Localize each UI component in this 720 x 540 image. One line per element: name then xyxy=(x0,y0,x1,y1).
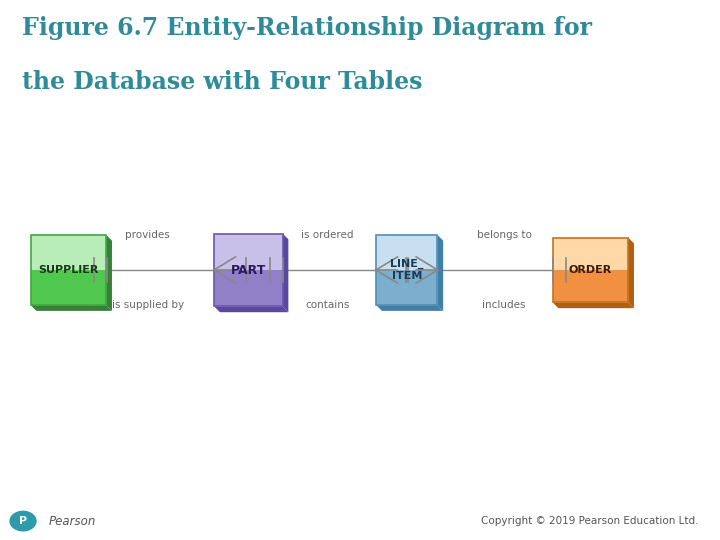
Text: belongs to: belongs to xyxy=(477,230,531,240)
Polygon shape xyxy=(30,305,112,311)
Polygon shape xyxy=(376,305,443,311)
Circle shape xyxy=(10,511,36,531)
Text: is ordered: is ordered xyxy=(302,230,354,240)
Text: ORDER: ORDER xyxy=(569,265,612,275)
Text: provides: provides xyxy=(125,230,170,240)
FancyBboxPatch shape xyxy=(215,233,282,270)
Text: the Database with Four Tables: the Database with Four Tables xyxy=(22,70,422,94)
FancyBboxPatch shape xyxy=(376,270,438,305)
Text: is supplied by: is supplied by xyxy=(112,300,184,310)
FancyBboxPatch shape xyxy=(553,238,628,270)
Text: P: P xyxy=(19,516,27,526)
Text: Copyright © 2019 Pearson Education Ltd.: Copyright © 2019 Pearson Education Ltd. xyxy=(481,516,698,526)
Text: PART: PART xyxy=(230,264,266,276)
Text: LINE_
ITEM: LINE_ ITEM xyxy=(390,259,423,281)
Text: SUPPLIER: SUPPLIER xyxy=(38,265,99,275)
FancyBboxPatch shape xyxy=(30,270,107,305)
Polygon shape xyxy=(215,306,288,312)
Text: contains: contains xyxy=(305,300,350,310)
Polygon shape xyxy=(628,238,634,308)
FancyBboxPatch shape xyxy=(553,270,628,302)
Polygon shape xyxy=(553,302,634,308)
FancyBboxPatch shape xyxy=(30,235,107,270)
Text: includes: includes xyxy=(482,300,526,310)
Polygon shape xyxy=(438,235,443,311)
FancyBboxPatch shape xyxy=(376,235,438,270)
Text: Figure 6.7 Entity-Relationship Diagram for: Figure 6.7 Entity-Relationship Diagram f… xyxy=(22,16,592,40)
Polygon shape xyxy=(107,235,112,311)
Text: Pearson: Pearson xyxy=(49,515,96,528)
Polygon shape xyxy=(282,233,288,312)
FancyBboxPatch shape xyxy=(215,270,282,306)
